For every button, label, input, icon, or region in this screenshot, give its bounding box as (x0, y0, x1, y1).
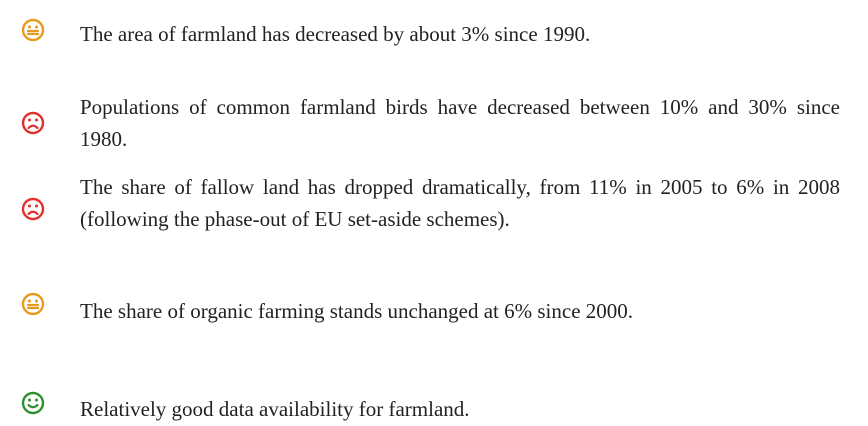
list-item: The share of fallow land has dropped dra… (80, 175, 840, 231)
sad-icon (21, 111, 45, 135)
list-item: The share of organic farming stands unch… (80, 299, 634, 323)
list-item: Populations of common farmland birds hav… (80, 95, 840, 151)
happy-icon (21, 391, 45, 415)
list-item: The area of farmland has decreased by ab… (80, 22, 591, 46)
list-item: Relatively good data availability for fa… (80, 397, 470, 421)
neutral-icon (21, 18, 45, 42)
sad-icon (21, 197, 45, 221)
neutral-icon (21, 292, 45, 316)
